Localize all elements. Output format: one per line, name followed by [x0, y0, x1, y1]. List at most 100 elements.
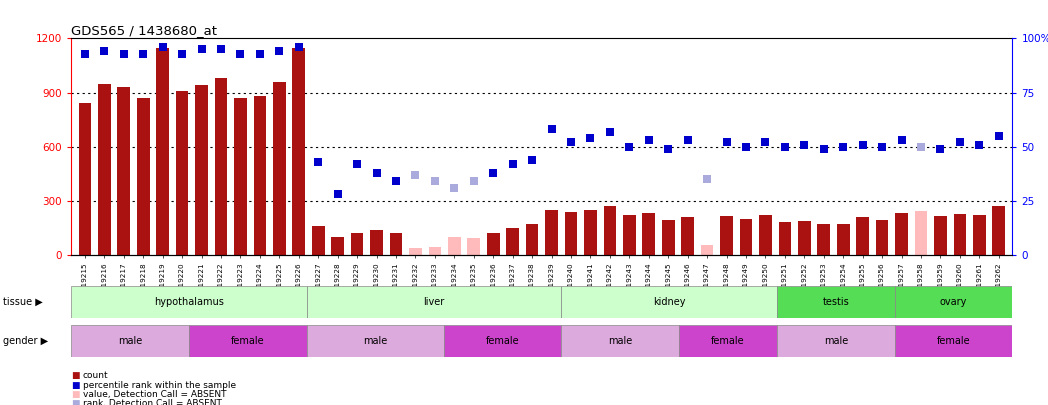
Bar [234, 98, 246, 255]
Point [524, 157, 541, 163]
Point [368, 170, 385, 176]
Point [446, 185, 463, 191]
Bar [331, 237, 344, 255]
Bar [740, 219, 752, 255]
Point [757, 139, 773, 146]
Point [854, 141, 871, 148]
Point [718, 139, 735, 146]
Bar [545, 210, 558, 255]
Bar [71, 325, 189, 357]
Bar [487, 233, 500, 255]
Bar [623, 215, 636, 255]
Text: female: female [486, 336, 520, 346]
Bar [156, 47, 169, 255]
Text: count: count [83, 371, 108, 380]
Bar [71, 286, 306, 318]
Text: liver: liver [423, 297, 444, 307]
Point [329, 191, 346, 198]
Point [310, 159, 327, 165]
Text: female: female [712, 336, 745, 346]
Bar [876, 220, 889, 255]
Point [407, 172, 423, 178]
Bar [584, 210, 596, 255]
Text: male: male [118, 336, 143, 346]
Point [913, 144, 930, 150]
Bar [215, 78, 227, 255]
Bar [409, 248, 421, 255]
Point [990, 133, 1007, 139]
Bar [562, 286, 777, 318]
Bar [662, 220, 675, 255]
Bar [681, 217, 694, 255]
Text: ■: ■ [71, 381, 80, 390]
Bar [973, 215, 985, 255]
Point [193, 46, 210, 53]
Bar [565, 212, 577, 255]
Bar [390, 233, 402, 255]
Bar [306, 286, 562, 318]
Bar [137, 98, 150, 255]
Point [135, 50, 152, 57]
Point [465, 178, 482, 185]
Point [232, 50, 248, 57]
Point [602, 128, 618, 135]
Bar [992, 207, 1005, 255]
Bar [954, 213, 966, 255]
Point [815, 146, 832, 152]
Point [932, 146, 948, 152]
Point [738, 144, 755, 150]
Point [349, 161, 366, 167]
Bar [562, 325, 679, 357]
Bar [779, 222, 791, 255]
Point [77, 50, 93, 57]
Text: testis: testis [823, 297, 849, 307]
Point [504, 161, 521, 167]
Bar [701, 245, 714, 255]
Point [970, 141, 987, 148]
Bar [679, 325, 777, 357]
Bar [254, 96, 266, 255]
Point [290, 44, 307, 50]
Point [835, 144, 852, 150]
Bar [189, 325, 306, 357]
Text: hypothalamus: hypothalamus [154, 297, 224, 307]
Bar [370, 230, 383, 255]
Bar [895, 286, 1012, 318]
Bar [895, 325, 1012, 357]
Bar [604, 207, 616, 255]
Text: value, Detection Call = ABSENT: value, Detection Call = ABSENT [83, 390, 226, 399]
Text: GDS565 / 1438680_at: GDS565 / 1438680_at [71, 24, 217, 37]
Point [427, 178, 443, 185]
Text: female: female [937, 336, 970, 346]
Bar [447, 237, 461, 255]
Point [563, 139, 580, 146]
Bar [526, 224, 539, 255]
Point [679, 137, 696, 143]
Bar [720, 216, 733, 255]
Point [115, 50, 132, 57]
Point [660, 146, 677, 152]
Point [96, 48, 113, 55]
Text: ovary: ovary [940, 297, 967, 307]
Point [874, 144, 891, 150]
Bar [934, 216, 946, 255]
Bar [777, 325, 895, 357]
Point [699, 176, 716, 183]
Point [893, 137, 910, 143]
Bar [798, 221, 811, 255]
Bar [506, 228, 519, 255]
Bar [443, 325, 562, 357]
Bar [429, 247, 441, 255]
Point [271, 48, 288, 55]
Point [640, 137, 657, 143]
Bar [467, 238, 480, 255]
Point [174, 50, 191, 57]
Bar [99, 83, 111, 255]
Bar [79, 103, 91, 255]
Text: tissue ▶: tissue ▶ [3, 297, 43, 307]
Text: kidney: kidney [653, 297, 685, 307]
Point [213, 46, 230, 53]
Point [252, 50, 268, 57]
Text: male: male [608, 336, 632, 346]
Bar [117, 87, 130, 255]
